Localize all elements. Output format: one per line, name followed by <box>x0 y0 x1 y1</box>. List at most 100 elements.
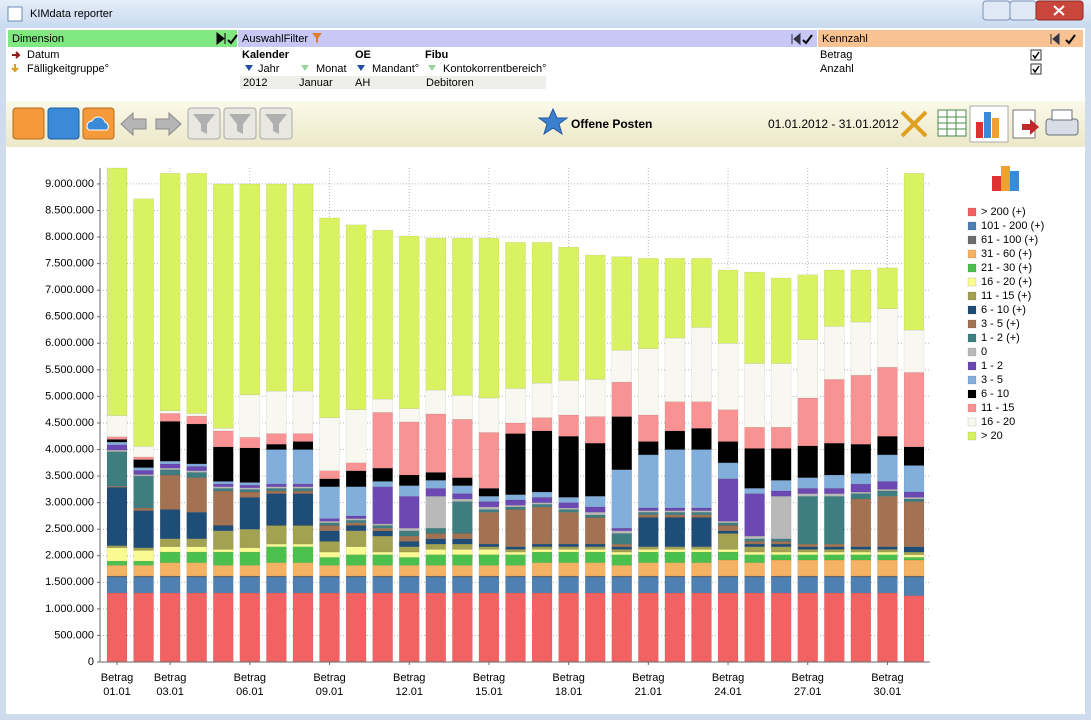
checkbox[interactable] <box>1030 49 1042 61</box>
bar-segment <box>239 394 261 438</box>
chart-icon-bar <box>976 122 983 138</box>
bar-segment <box>691 511 712 516</box>
toolbar <box>6 101 1085 147</box>
bar-segment <box>292 449 314 485</box>
legend-swatch <box>967 375 977 385</box>
bar-segment <box>638 592 659 663</box>
x-tick-label: 09.01 <box>316 686 344 698</box>
bar-segment <box>877 490 898 497</box>
legend-label: 101 - 200 (+) <box>981 220 1044 232</box>
bar-segment <box>505 576 526 594</box>
bar-segment <box>239 437 261 449</box>
dimension-collapse[interactable] <box>216 31 226 46</box>
maximize-button[interactable] <box>1009 0 1037 21</box>
x-tick-label: 15.01 <box>475 686 503 698</box>
bar-segment <box>877 549 898 553</box>
report-title: Offene Posten <box>571 117 652 131</box>
bar-segment <box>797 554 818 561</box>
bar-segment <box>691 401 712 429</box>
bar-segment <box>133 475 154 509</box>
x-measure-label: Betrag <box>792 672 824 684</box>
bar-segment <box>744 538 765 542</box>
bar-segment <box>584 546 606 550</box>
bar-segment <box>584 543 606 547</box>
kennzahl-item[interactable]: Anzahl <box>820 63 854 75</box>
bar-segment <box>638 551 659 563</box>
bar-segment <box>664 449 686 509</box>
bar-segment <box>398 551 420 558</box>
dimension-item[interactable]: Fälligkeitgruppe° <box>27 63 109 75</box>
bar-segment <box>372 576 393 594</box>
bar-segment <box>797 488 818 494</box>
window-title: KIMdata reporter <box>30 8 113 20</box>
kennzahl-collapse[interactable] <box>1050 32 1060 46</box>
blue-button[interactable] <box>47 107 80 140</box>
y-tick-label: 3.000.000 <box>45 497 94 509</box>
filter-apply[interactable] <box>802 34 813 45</box>
bar-segment <box>133 507 154 511</box>
bar-segment <box>478 543 500 547</box>
bar-segment <box>638 258 659 349</box>
bar-segment <box>850 443 872 474</box>
kennzahl-item[interactable]: Betrag <box>820 49 852 61</box>
bar-segment <box>106 592 128 663</box>
dimension-apply[interactable] <box>227 34 238 45</box>
x-tick-label: 30.01 <box>874 686 902 698</box>
minimize-button[interactable] <box>982 0 1011 21</box>
bar-segment <box>239 547 261 553</box>
bar-segment <box>770 490 792 497</box>
forward-button[interactable] <box>155 111 182 137</box>
bar-segment <box>638 549 659 553</box>
bar-segment <box>186 477 207 513</box>
bar-segment <box>903 557 925 561</box>
bar-segment <box>850 374 872 445</box>
checkbox[interactable] <box>1030 63 1042 75</box>
bar-segment <box>239 565 261 577</box>
dimension-item[interactable]: Datum <box>27 49 59 61</box>
back-button[interactable] <box>120 111 147 137</box>
bar-segment <box>159 173 181 412</box>
bar-segment <box>106 547 128 562</box>
bar-segment <box>638 514 659 518</box>
filter-value[interactable]: Debitoren <box>426 77 474 89</box>
checkmark <box>1032 65 1040 74</box>
bar-segment <box>186 173 207 414</box>
bar-segment <box>877 308 898 368</box>
filter-collapse[interactable] <box>791 32 801 46</box>
bar-segment <box>558 549 579 553</box>
x-measure-label: Betrag <box>871 672 903 684</box>
bar-segment <box>425 554 447 566</box>
title-bar <box>0 0 1091 28</box>
bar-segment <box>452 237 473 396</box>
bar-segment <box>797 496 818 545</box>
tools-button[interactable] <box>900 110 928 138</box>
bar-segment <box>903 329 925 373</box>
y-tick-label: 1.000.000 <box>45 603 94 615</box>
print-button[interactable] <box>1045 118 1079 136</box>
bar-segment <box>345 546 367 555</box>
bar-segment <box>744 448 765 489</box>
bar-segment <box>584 517 606 545</box>
x-measure-label: Betrag <box>101 672 133 684</box>
bar-segment <box>106 436 128 440</box>
y-tick-label: 8.000.000 <box>45 231 94 243</box>
x-measure-label: Betrag <box>712 672 744 684</box>
filter-field: Mandant° <box>372 63 419 75</box>
bar-segment <box>133 467 154 471</box>
bar-segment <box>425 592 447 663</box>
bar-segment <box>531 382 553 418</box>
bar-segment <box>558 497 579 503</box>
bar-segment <box>611 256 633 351</box>
filter-value[interactable]: Januar <box>299 77 333 89</box>
filter-value[interactable]: 2012 <box>243 77 267 89</box>
x-measure-label: Betrag <box>393 672 425 684</box>
bar-segment <box>345 576 367 594</box>
bar-segment <box>505 499 526 506</box>
filter-value[interactable]: AH <box>355 77 370 89</box>
favorite-star[interactable] <box>537 107 569 136</box>
bar-segment <box>345 519 367 524</box>
bar-segment <box>319 551 340 558</box>
kennzahl-apply[interactable] <box>1065 34 1076 45</box>
bar-segment <box>319 217 340 418</box>
orange-button[interactable] <box>12 107 45 140</box>
